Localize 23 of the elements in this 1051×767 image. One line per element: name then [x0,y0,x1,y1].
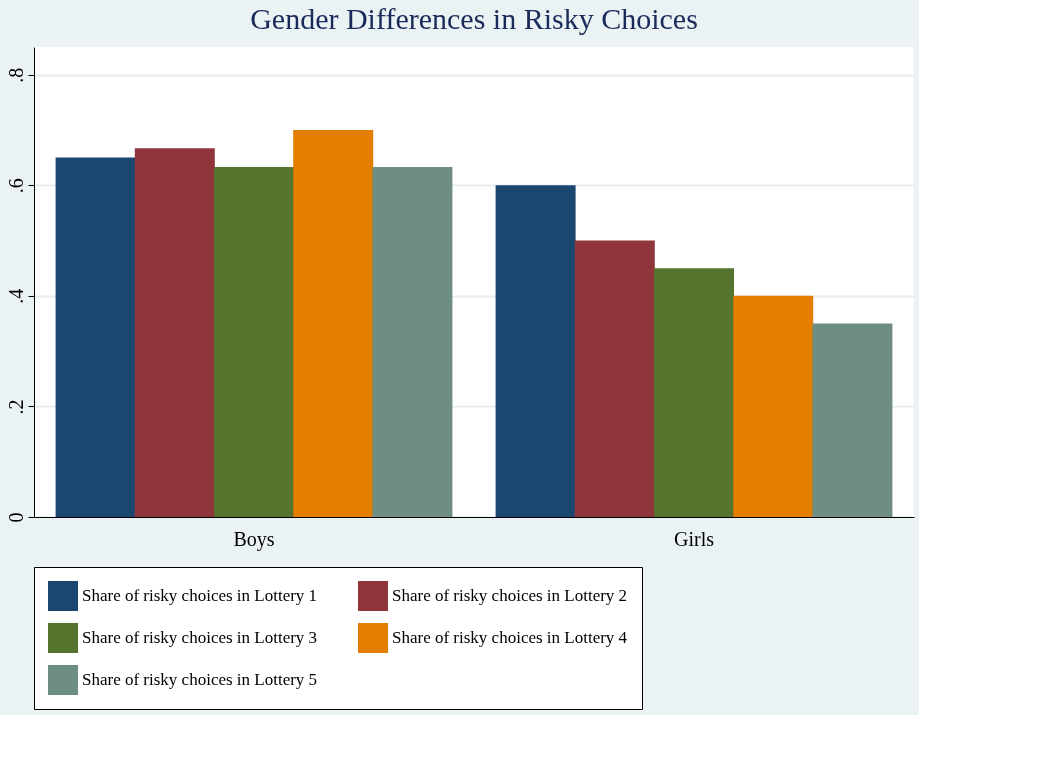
bar [134,148,215,517]
bar [214,166,294,517]
legend-label: Share of risky choices in Lottery 3 [82,628,318,647]
y-tick-label: .8 [4,67,27,83]
bar [654,268,734,517]
bar [293,129,374,517]
bar [495,185,576,517]
legend-label: Share of risky choices in Lottery 1 [82,586,318,605]
bar [574,240,655,517]
y-tick-label: .2 [4,399,27,415]
y-tick-label: 0 [4,512,27,523]
legend-label: Share of risky choices in Lottery 2 [392,586,628,605]
y-tick-label: .4 [4,288,27,304]
bar [733,295,814,517]
x-tick-label: Girls [674,527,715,550]
bar [372,166,453,517]
y-tick-label: .6 [4,178,27,194]
bar [55,157,136,517]
chart-title: Gender Differences in Risky Choices [250,2,698,35]
legend-label: Share of risky choices in Lottery 4 [392,628,628,647]
x-tick-label: Boys [233,527,275,551]
bar [812,323,893,517]
legend-label: Share of risky choices in Lottery 5 [82,670,318,689]
